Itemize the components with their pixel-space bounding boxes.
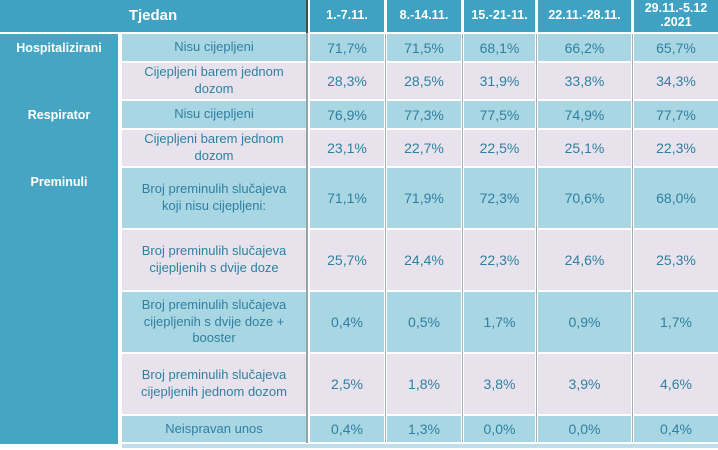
table-row: Broj preminulih slučajeva cijepljenih s … <box>122 230 718 290</box>
table-body: Nisu cijepljeni 71,7% 71,5% 68,1% 66,2% … <box>122 34 718 442</box>
value-cell: 0,4% <box>310 416 384 442</box>
value-cell: 77,3% <box>387 101 461 128</box>
value-cell: 25,3% <box>634 230 718 290</box>
table-row: Neispravan unos 0,4% 1,3% 0,0% 0,0% 0,4% <box>122 416 718 442</box>
value-cell: 76,9% <box>310 101 384 128</box>
value-cell: 1,7% <box>464 292 535 352</box>
category-cell: Nisu cijepljeni <box>122 34 306 61</box>
category-cell: Neispravan unos <box>122 416 306 442</box>
header-cell-week-5: 29.11.-5.12 .2021 <box>634 0 718 32</box>
category-cell: Broj preminulih slučajeva cijepljenih s … <box>122 292 306 352</box>
value-cell: 22,3% <box>464 230 535 290</box>
table-header-row: Tjedan 1.-7.11. 8.-14.11. 15.-21-11. 22.… <box>0 0 718 32</box>
value-cell: 77,5% <box>464 101 535 128</box>
header-cell-week-2: 8.-14.11. <box>387 0 461 32</box>
value-cell: 71,9% <box>387 168 461 228</box>
value-cell: 23,1% <box>310 130 384 166</box>
value-cell: 65,7% <box>634 34 718 61</box>
category-cell: Nisu cijepljeni <box>122 101 306 128</box>
value-cell: 0,9% <box>538 292 631 352</box>
section-label-preminuli: Preminuli <box>30 174 88 189</box>
table-row: Nisu cijepljeni 76,9% 77,3% 77,5% 74,9% … <box>122 101 718 128</box>
category-cell: Broj preminulih slučajeva cijepljenih je… <box>122 354 306 414</box>
value-cell: 1,8% <box>387 354 461 414</box>
value-cell: 22,5% <box>464 130 535 166</box>
value-cell: 68,0% <box>634 168 718 228</box>
value-cell: 22,7% <box>387 130 461 166</box>
value-cell: 66,2% <box>538 34 631 61</box>
value-cell: 71,5% <box>387 34 461 61</box>
value-cell: 24,4% <box>387 230 461 290</box>
value-cell: 0,4% <box>634 416 718 442</box>
value-cell: 0,4% <box>310 292 384 352</box>
section-label-respirator: Respirator <box>27 107 91 122</box>
value-cell: 25,7% <box>310 230 384 290</box>
value-cell: 3,9% <box>538 354 631 414</box>
value-cell: 0,5% <box>387 292 461 352</box>
category-cell: Broj preminulih slučajeva koji nisu cije… <box>122 168 306 228</box>
table-row: Broj preminulih slučajeva cijepljenih s … <box>122 292 718 352</box>
header-cell-week-4: 22.11.-28.11. <box>538 0 631 32</box>
value-cell: 72,3% <box>464 168 535 228</box>
value-cell: 25,1% <box>538 130 631 166</box>
table-row: Broj preminulih slučajeva koji nisu cije… <box>122 168 718 228</box>
value-cell: 33,8% <box>538 63 631 99</box>
value-cell: 70,6% <box>538 168 631 228</box>
value-cell: 24,6% <box>538 230 631 290</box>
value-cell: 77,7% <box>634 101 718 128</box>
category-cell: Cijepljeni barem jednom dozom <box>122 63 306 99</box>
section-label-hospitalizirani: Hospitalizirani <box>16 40 102 55</box>
value-cell: 0,0% <box>538 416 631 442</box>
value-cell: 1,7% <box>634 292 718 352</box>
header-cell-tjedan: Tjedan <box>0 0 306 32</box>
header-cell-week-1: 1.-7.11. <box>310 0 384 32</box>
value-cell: 74,9% <box>538 101 631 128</box>
table-row: Nisu cijepljeni 71,7% 71,5% 68,1% 66,2% … <box>122 34 718 61</box>
value-cell: 28,3% <box>310 63 384 99</box>
value-cell: 4,6% <box>634 354 718 414</box>
value-cell: 22,3% <box>634 130 718 166</box>
value-cell: 31,9% <box>464 63 535 99</box>
value-cell: 28,5% <box>387 63 461 99</box>
table-row: Cijepljeni barem jednom dozom 23,1% 22,7… <box>122 130 718 166</box>
table-row: Cijepljeni barem jednom dozom 28,3% 28,5… <box>122 63 718 99</box>
category-cell: Cijepljeni barem jednom dozom <box>122 130 306 166</box>
value-cell: 1,3% <box>387 416 461 442</box>
table-bottom-border <box>122 444 718 448</box>
table-row: Broj preminulih slučajeva cijepljenih je… <box>122 354 718 414</box>
value-cell: 68,1% <box>464 34 535 61</box>
value-cell: 34,3% <box>634 63 718 99</box>
section-column: Hospitalizirani Respirator Preminuli <box>0 34 118 444</box>
category-cell: Broj preminulih slučajeva cijepljenih s … <box>122 230 306 290</box>
value-cell: 2,5% <box>310 354 384 414</box>
value-cell: 0,0% <box>464 416 535 442</box>
header-cell-week-3: 15.-21-11. <box>464 0 535 32</box>
value-cell: 3,8% <box>464 354 535 414</box>
value-cell: 71,1% <box>310 168 384 228</box>
value-cell: 71,7% <box>310 34 384 61</box>
